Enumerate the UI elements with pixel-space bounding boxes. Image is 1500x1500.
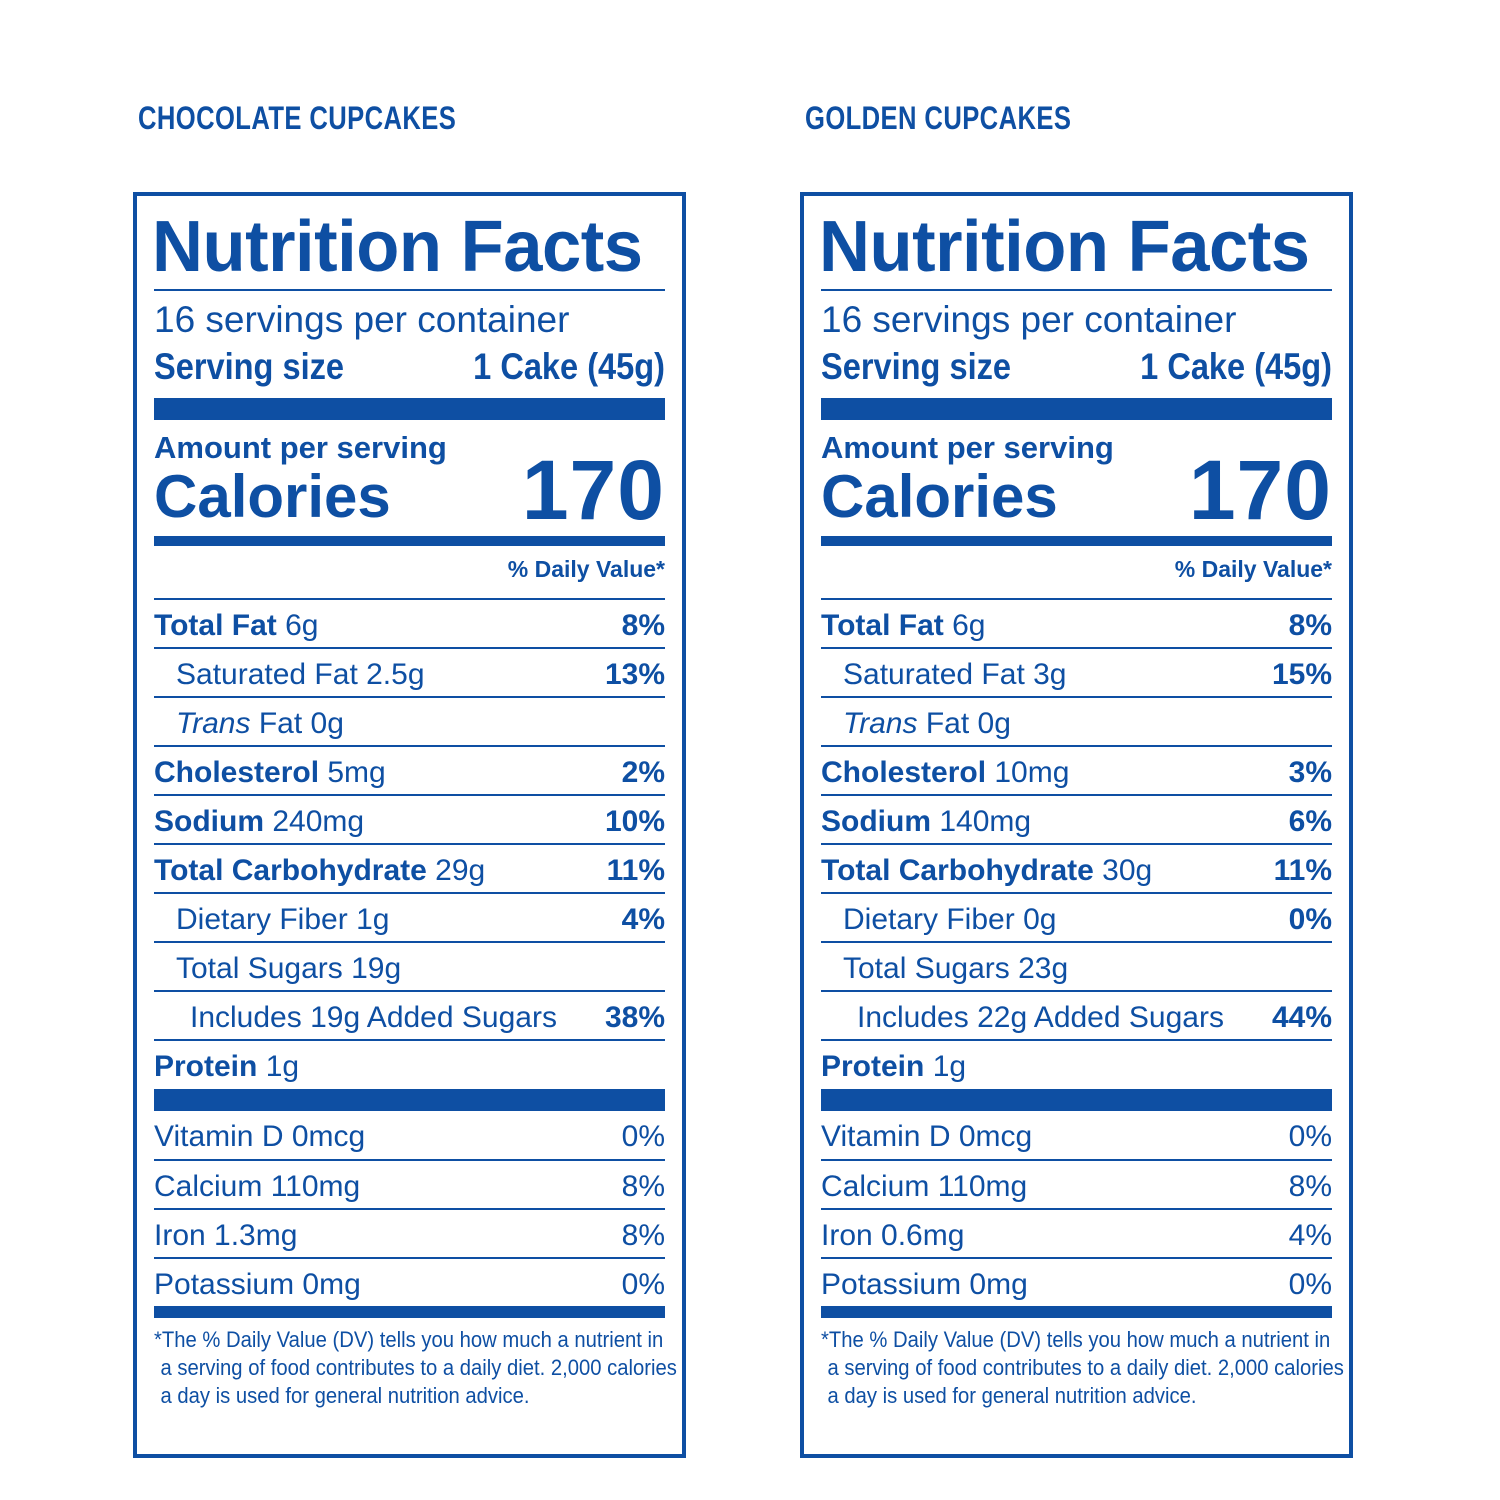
divider — [821, 289, 1332, 291]
divider — [821, 598, 1332, 600]
serving-size-value: 1 Cake (45g) — [1140, 346, 1332, 387]
daily-value-header: % Daily Value* — [1174, 556, 1332, 582]
nutrient-row-dietary-fiber: Dietary Fiber 1g 4% — [176, 903, 665, 936]
thick-divider — [821, 398, 1332, 420]
nutrient-row-total-sugars: Total Sugars 23g — [843, 952, 1069, 985]
nutrient-row-total-carbohydrate: Total Carbohydrate 29g 11% — [154, 854, 665, 887]
nutrient-row-total-fat: Total Fat 6g 8% — [154, 609, 665, 642]
panel-title: GOLDEN CUPCAKES — [805, 100, 1072, 136]
serving-size-row: Serving size 1 Cake (45g) — [154, 346, 665, 388]
nutrient-row-total-sugars: Total Sugars 19g — [176, 952, 402, 985]
nutrition-label: Nutrition Facts 16 servings per containe… — [800, 192, 1353, 1458]
thick-divider — [154, 398, 665, 420]
serving-size-row: Serving size 1 Cake (45g) — [821, 346, 1332, 388]
footnote: *The % Daily Value (DV) tells you how mu… — [821, 1327, 1344, 1408]
footnote: *The % Daily Value (DV) tells you how mu… — [154, 1327, 677, 1408]
serving-size-value: 1 Cake (45g) — [473, 346, 665, 387]
calories-label: Calories — [154, 463, 391, 530]
nutrient-row-sodium: Sodium 240mg 10% — [154, 805, 665, 838]
servings-per-container: 16 servings per container — [154, 299, 570, 340]
medium-divider — [821, 536, 1332, 546]
label-title: Nutrition Facts — [152, 207, 643, 287]
nutrient-row-total-carbohydrate: Total Carbohydrate 30g 11% — [821, 854, 1332, 887]
medium-divider — [154, 536, 665, 546]
thick-divider — [154, 1089, 665, 1111]
nutrient-row-cholesterol: Cholesterol 10mg 3% — [821, 756, 1332, 789]
nutrient-row-cholesterol: Cholesterol 5mg 2% — [154, 756, 665, 789]
vitamin-row-iron: Iron 0.6mg 4% — [821, 1219, 1332, 1252]
label-title: Nutrition Facts — [819, 207, 1310, 287]
vitamin-row-calcium: Calcium 110mg 8% — [821, 1170, 1332, 1203]
vitamin-row-vitamin-d: Vitamin D 0mcg 0% — [821, 1120, 1332, 1153]
panel-title: CHOCOLATE CUPCAKES — [138, 100, 457, 136]
vitamin-row-iron: Iron 1.3mg 8% — [154, 1219, 665, 1252]
nutrient-row-trans-fat: Trans Fat 0g — [843, 707, 1011, 740]
medium-divider — [821, 1306, 1332, 1318]
medium-divider — [154, 1306, 665, 1318]
amount-per-serving: Amount per serving — [821, 430, 1114, 465]
nutrient-row-dietary-fiber: Dietary Fiber 0g 0% — [843, 903, 1332, 936]
nutrient-row-saturated-fat: Saturated Fat 2.5g 13% — [176, 658, 665, 691]
servings-per-container: 16 servings per container — [821, 299, 1237, 340]
vitamin-row-calcium: Calcium 110mg 8% — [154, 1170, 665, 1203]
vitamin-row-vitamin-d: Vitamin D 0mcg 0% — [154, 1120, 665, 1153]
nutrient-row-protein: Protein 1g — [821, 1050, 967, 1083]
nutrient-row-sodium: Sodium 140mg 6% — [821, 805, 1332, 838]
divider — [154, 598, 665, 600]
daily-value-header: % Daily Value* — [507, 556, 665, 582]
vitamin-row-potassium: Potassium 0mg 0% — [821, 1268, 1332, 1301]
vitamin-row-potassium: Potassium 0mg 0% — [154, 1268, 665, 1301]
amount-per-serving: Amount per serving — [154, 430, 447, 465]
thick-divider — [821, 1089, 1332, 1111]
calories-label: Calories — [821, 463, 1058, 530]
nutrient-row-total-fat: Total Fat 6g 8% — [821, 609, 1332, 642]
calories-value: 170 — [521, 443, 665, 537]
nutrition-label: Nutrition Facts 16 servings per containe… — [133, 192, 686, 1458]
divider — [154, 289, 665, 291]
nutrient-row-added-sugars: Includes 19g Added Sugars 38% — [190, 1001, 665, 1034]
nutrient-row-protein: Protein 1g — [154, 1050, 300, 1083]
calories-value: 170 — [1188, 443, 1332, 537]
nutrient-row-added-sugars: Includes 22g Added Sugars 44% — [857, 1001, 1332, 1034]
serving-size-label: Serving size — [154, 346, 345, 387]
nutrient-row-saturated-fat: Saturated Fat 3g 15% — [843, 658, 1332, 691]
nutrient-row-trans-fat: Trans Fat 0g — [176, 707, 344, 740]
serving-size-label: Serving size — [821, 346, 1012, 387]
